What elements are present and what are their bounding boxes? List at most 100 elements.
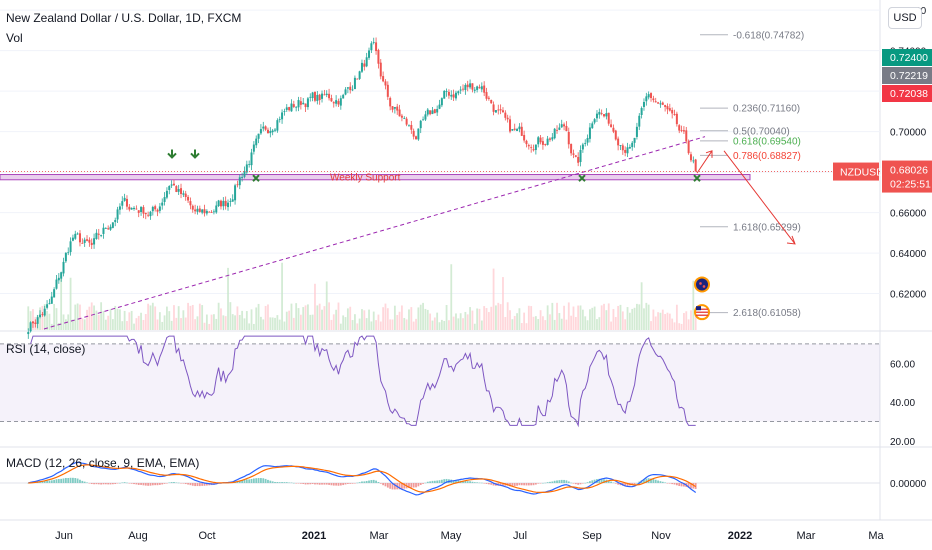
- candle-body: [255, 138, 258, 146]
- candle-body: [46, 304, 49, 308]
- volume-bar: [41, 305, 44, 330]
- volume-bar: [116, 308, 119, 330]
- volume-bar: [276, 315, 279, 330]
- macd-hist-bar: [264, 478, 267, 483]
- macd-hist-bar: [269, 480, 272, 483]
- volume-bar: [391, 319, 394, 330]
- candle-body: [391, 106, 394, 110]
- candle-body: [349, 86, 352, 91]
- currency-button[interactable]: USD: [888, 7, 922, 29]
- volume-bar: [220, 308, 222, 330]
- candle-body: [107, 228, 110, 230]
- volume-bar: [426, 309, 429, 330]
- volume-bar: [278, 319, 281, 330]
- macd-hist-bar: [532, 483, 535, 486]
- volume-bar: [67, 314, 70, 330]
- candle-body: [382, 76, 385, 82]
- candle-body: [48, 303, 51, 305]
- volume-bar: [523, 312, 526, 330]
- volume-bar: [243, 318, 246, 330]
- volume-bar: [464, 311, 467, 330]
- macd-hist-bar: [323, 483, 326, 485]
- candle-body: [365, 57, 368, 67]
- time-axis-label: Oct: [198, 530, 215, 542]
- macd-hist-bar: [321, 483, 323, 485]
- candle-body: [673, 114, 676, 115]
- time-axis-label: Aug: [128, 530, 148, 542]
- macd-hist-bar: [379, 483, 382, 484]
- candle-body: [262, 126, 265, 129]
- candle-body: [161, 202, 164, 206]
- macd-hist-bar: [342, 483, 345, 486]
- volume-bar: [252, 323, 255, 330]
- macd-hist-bar: [74, 478, 77, 483]
- macd-hist-bar: [438, 480, 441, 483]
- candle-body: [624, 149, 627, 153]
- candle-body: [393, 107, 396, 109]
- volume-bar: [457, 318, 460, 330]
- macd-hist-bar: [687, 483, 690, 488]
- candle-body: [626, 147, 629, 154]
- volume-bar: [513, 315, 516, 330]
- volume-bar: [83, 319, 86, 330]
- volume-bar: [119, 309, 121, 330]
- volume-bar: [455, 313, 457, 330]
- volume-bar: [260, 316, 262, 330]
- macd-hist-bar: [41, 481, 44, 483]
- candle-body: [290, 103, 293, 112]
- candle-body: [100, 235, 103, 236]
- weekly-support-zone: [0, 174, 751, 181]
- candle-body: [222, 200, 225, 207]
- macd-hist-bar: [81, 480, 84, 483]
- volume-bar: [363, 310, 366, 330]
- macd-hist-bar: [445, 478, 448, 483]
- volume-bar: [370, 321, 373, 330]
- volume-bar: [386, 308, 389, 330]
- volume-bar: [565, 319, 568, 330]
- rsi-band: [0, 343, 880, 422]
- macd-hist-bar: [149, 483, 152, 486]
- current-price-badge: [882, 160, 932, 193]
- volume-bar: [584, 316, 587, 330]
- volume-bar: [598, 317, 601, 330]
- macd-hist-bar: [187, 483, 189, 485]
- volume-bar: [497, 302, 500, 330]
- macd-hist-bar: [560, 479, 563, 483]
- volume-bar: [133, 323, 135, 330]
- candle-body: [243, 171, 246, 177]
- volume-bar: [121, 321, 124, 330]
- volume-bar: [344, 317, 347, 330]
- macd-hist-bar: [358, 482, 361, 483]
- volume-bar: [516, 313, 518, 330]
- candle-body: [558, 127, 561, 130]
- macd-hist-bar: [591, 480, 594, 483]
- candle-body: [102, 227, 105, 234]
- macd-hist-bar: [97, 483, 100, 485]
- candle-body: [527, 145, 530, 147]
- candle-body: [638, 115, 641, 127]
- candle-body: [140, 206, 143, 212]
- macd-hist-bar: [255, 478, 258, 483]
- macd-hist-bar: [349, 483, 352, 484]
- candle-body: [473, 89, 476, 91]
- candle-body: [215, 205, 218, 213]
- macd-hist-bar: [476, 482, 479, 483]
- macd-hist-bar: [361, 481, 363, 483]
- candle-body: [483, 85, 486, 93]
- candle-body: [31, 321, 34, 324]
- volume-bar: [191, 304, 194, 330]
- candle-body: [323, 94, 326, 96]
- macd-hist-bar: [466, 481, 469, 483]
- candle-body: [445, 91, 448, 92]
- candle-body: [27, 332, 30, 335]
- volume-bar: [184, 317, 187, 330]
- price-tick-label: 0.70000: [890, 128, 927, 139]
- candle-body: [116, 209, 119, 220]
- volume-bar: [170, 320, 173, 330]
- candle-body: [532, 149, 535, 151]
- volume-bar: [358, 318, 361, 330]
- volume-bar: [398, 311, 401, 330]
- volume-bar: [166, 306, 168, 330]
